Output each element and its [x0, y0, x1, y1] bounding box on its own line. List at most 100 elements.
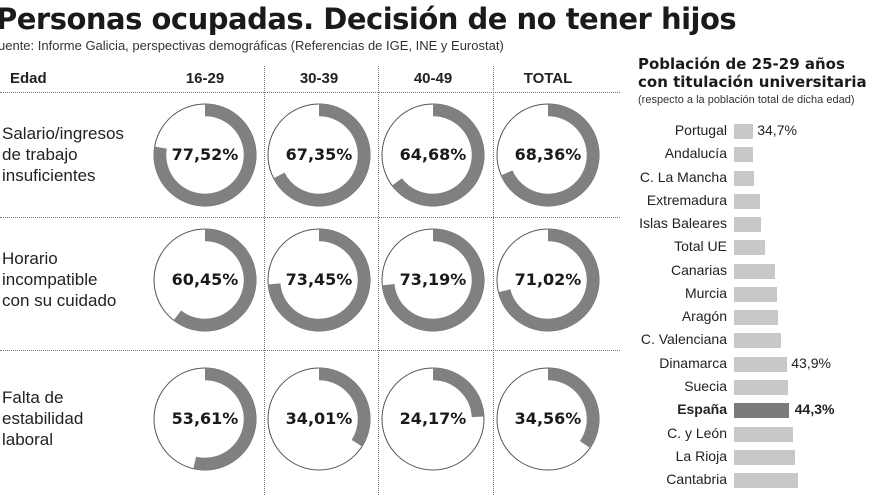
column-header: TOTAL [523, 70, 573, 87]
bar-label: Portugal [674, 122, 727, 138]
column-header: 40-49 [413, 70, 453, 87]
column-divider [493, 66, 494, 495]
bar [734, 286, 777, 302]
bar [734, 310, 779, 326]
donut [267, 103, 371, 207]
donut [496, 103, 600, 207]
bar-label: C. y León [667, 424, 727, 441]
donut-value-label: 67,35% [285, 145, 353, 164]
row-label-line: de trabajo [2, 145, 78, 164]
donut-arc [381, 367, 485, 471]
donut-arc [153, 367, 257, 471]
donut [153, 228, 257, 332]
row-label: Horario incompatible con su cuidado [2, 248, 116, 311]
bar-label: Cantabria [666, 471, 727, 488]
row-label-line: estabilidad [2, 409, 84, 428]
donut-value-label: 71,02% [514, 270, 582, 289]
donut-arc [267, 367, 371, 471]
row-label-line: con su cuidado [2, 291, 117, 310]
donut-value-label: 77,52% [171, 145, 239, 164]
bar-value-label: 44,3% [794, 401, 835, 418]
donut [381, 367, 485, 471]
bar-label: Aragón [681, 308, 727, 325]
bar [734, 426, 793, 442]
bar-label: Murcia [684, 284, 727, 301]
bar-label: C. La Mancha [639, 168, 727, 185]
bar-chart-title-line2: con titulación universitaria [638, 73, 867, 91]
donut-value-label: 53,61% [171, 409, 239, 428]
bar-chart-title-line1: Población de 25-29 años [638, 55, 845, 73]
bar-label: C. Valenciana [640, 331, 727, 348]
donut-value-label: 68,36% [514, 145, 582, 164]
donut-arc [381, 103, 485, 207]
bar-label: Suecia [684, 377, 727, 394]
bar [734, 379, 789, 395]
bar-label: La Rioja [675, 447, 727, 464]
donut-value-label: 34,56% [514, 409, 582, 428]
donut-value-label: 73,45% [285, 270, 353, 289]
row-label-line: Falta de [2, 388, 64, 407]
row-divider [0, 217, 620, 218]
bar [734, 217, 762, 233]
bar-label: Total UE [674, 238, 727, 255]
column-divider [378, 66, 379, 495]
bar-label: Dinamarca [659, 354, 727, 371]
donut-value-label: 73,19% [399, 270, 467, 289]
donut [381, 103, 485, 207]
donut [381, 228, 485, 332]
row-label-line: incompatible [2, 270, 98, 289]
donut-value-label: 60,45% [171, 270, 239, 289]
bar-label: España [677, 401, 727, 418]
donut-arc [381, 228, 485, 332]
donut-value-label: 64,68% [399, 145, 467, 164]
bar [734, 124, 754, 139]
row-label-line: Horario [2, 249, 58, 268]
bar-chart-subtitle: (respecto a la población total de dicha … [638, 94, 855, 106]
bar-value-label: 34,7% [757, 122, 797, 138]
bar-chart-title: Población de 25-29 años con titulación u… [638, 55, 867, 91]
column-header: 16-29 [185, 70, 225, 87]
donut-arc [267, 103, 371, 207]
column-divider [264, 66, 265, 495]
donut [267, 228, 371, 332]
bar-label: Andalucía [664, 145, 727, 162]
row-label-line: laboral [2, 430, 54, 449]
donut-arc [267, 228, 371, 332]
donut [153, 367, 257, 471]
source-note: uente: Informe Galicia, perspectivas dem… [0, 38, 504, 53]
bar [734, 147, 753, 163]
donut-value-label: 24,17% [399, 409, 467, 428]
column-header: 30-39 [299, 70, 339, 87]
row-divider [0, 92, 620, 93]
bar [734, 333, 781, 349]
bar [734, 170, 755, 186]
header-row-label: Edad [10, 70, 47, 87]
donut-arc [153, 103, 257, 207]
bar-label: Extremadura [646, 191, 727, 208]
bar [734, 193, 760, 209]
donut-arc [496, 228, 600, 332]
donut-arc [496, 103, 600, 207]
donut-arc [496, 367, 600, 471]
row-label: Salario/ingresos de trabajo insuficientes [2, 123, 124, 186]
bar-value-label: 43,9% [791, 354, 831, 371]
bar-label: Canarias [670, 261, 727, 278]
donut-value-label: 34,01% [285, 409, 353, 428]
donut-arc [153, 228, 257, 332]
bar [734, 449, 796, 465]
row-label: Falta de estabilidad laboral [2, 387, 83, 450]
bar [734, 403, 789, 419]
bar [734, 240, 766, 256]
donut [267, 367, 371, 471]
bar [734, 263, 775, 279]
row-label-line: insuficientes [2, 166, 96, 185]
page-title: Personas ocupadas. Decisión de no tener … [0, 2, 737, 36]
bar [734, 356, 788, 372]
donut [153, 103, 257, 207]
row-label-line: Salario/ingresos [2, 124, 124, 143]
donut [496, 228, 600, 332]
row-divider [0, 350, 620, 351]
donut [496, 367, 600, 471]
bar-label: Islas Baleares [639, 215, 727, 232]
bar [734, 473, 798, 489]
